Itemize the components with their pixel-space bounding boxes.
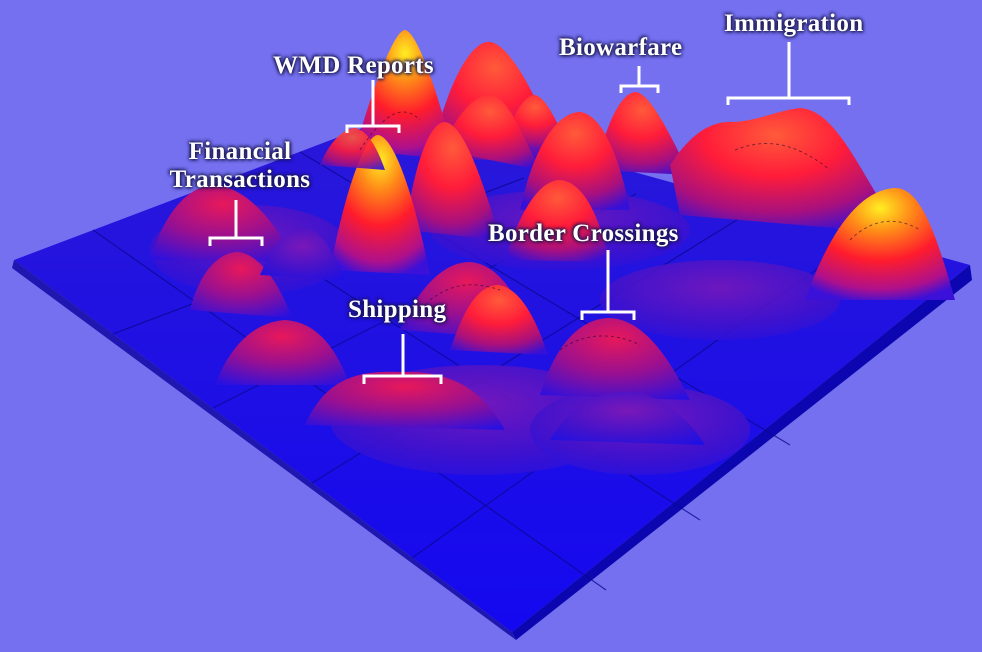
bracket-biowarfare <box>619 66 660 93</box>
label-shipping: Shipping <box>348 296 447 323</box>
label-immigration: Immigration <box>724 10 864 37</box>
bracket-financial <box>208 200 264 246</box>
label-wmd-reports: WMD Reports <box>273 52 434 79</box>
bracket-immigration <box>726 42 851 105</box>
label-brackets <box>208 42 851 384</box>
label-biowarfare: Biowarfare <box>559 34 683 61</box>
border-hills <box>505 180 705 445</box>
financial-hills <box>150 185 345 318</box>
bracket-wmd <box>345 80 401 133</box>
label-financial-transactions: Financial Transactions <box>150 138 330 194</box>
bracket-border <box>580 250 636 320</box>
label-financial-line1: Financial <box>188 138 292 165</box>
label-financial-line2: Transactions <box>169 166 311 193</box>
shipping-hills <box>215 262 548 430</box>
label-border-crossings: Border Crossings <box>488 220 679 247</box>
bracket-shipping <box>362 334 443 384</box>
